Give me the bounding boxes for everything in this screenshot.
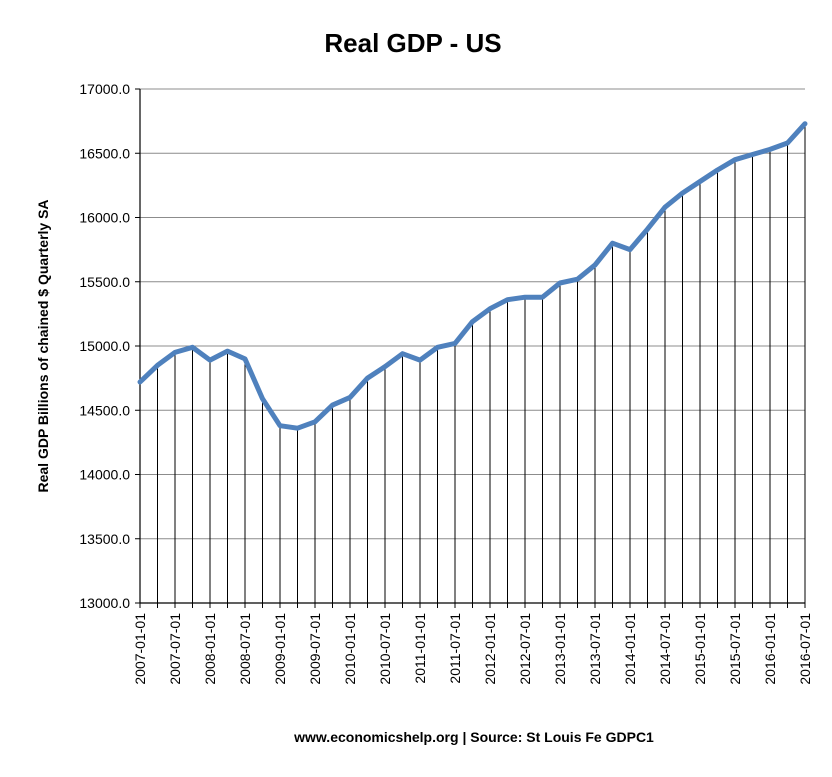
data-point: [278, 423, 282, 428]
x-axis-ticks: 2007-01-01 2007-07-01 2008-01-01 2008-07-01…: [132, 603, 813, 685]
x-tick-label: 2015-07-01: [727, 613, 743, 685]
data-point: [645, 227, 650, 232]
x-tick-label: 2009-01-01: [272, 613, 288, 685]
y-tick-label: 17000.0: [79, 81, 130, 97]
y-tick-label: 14500.0: [79, 402, 130, 418]
data-point: [190, 345, 195, 350]
data-point: [593, 263, 597, 268]
x-tick-label: 2011-01-01: [412, 613, 428, 684]
data-point: [138, 379, 142, 384]
x-tick-label: 2012-07-01: [517, 613, 533, 685]
data-point: [208, 358, 212, 363]
data-point: [698, 179, 702, 184]
y-tick-label: 16500.0: [79, 145, 130, 161]
x-tick-label: 2007-07-01: [167, 613, 183, 685]
data-point: [383, 364, 387, 369]
data-point: [733, 157, 737, 162]
data-point: [768, 147, 772, 152]
data-point: [488, 306, 492, 311]
data-point: [540, 295, 545, 300]
x-tick-label: 2016-07-01: [797, 613, 813, 685]
x-tick-label: 2016-01-01: [762, 613, 778, 685]
data-point: [610, 241, 615, 246]
x-tick-label: 2009-07-01: [307, 613, 323, 685]
x-axis-label: www.economicshelp.org | Source: St Louis…: [293, 729, 654, 745]
data-point: [400, 351, 405, 356]
data-point: [330, 403, 335, 408]
x-tick-label: 2010-01-01: [342, 613, 358, 685]
data-point: [803, 121, 807, 126]
x-tick-label: 2014-07-01: [657, 613, 673, 685]
y-tick-label: 16000.0: [79, 210, 130, 226]
data-point: [663, 205, 667, 210]
data-point: [558, 281, 562, 286]
data-point: [225, 349, 230, 354]
y-axis-label: Real GDP Billions of chained $ Quarterly…: [35, 199, 51, 492]
data-point: [313, 419, 317, 424]
x-tick-label: 2011-07-01: [447, 613, 463, 684]
x-tick-label: 2013-07-01: [587, 613, 603, 685]
data-point: [260, 396, 265, 401]
data-point: [715, 167, 720, 172]
data-point: [680, 191, 685, 196]
data-point: [628, 247, 632, 252]
y-tick-label: 15000.0: [79, 338, 130, 354]
data-point: [243, 356, 247, 361]
data-point: [435, 345, 440, 350]
data-point: [785, 140, 790, 145]
data-point: [173, 350, 177, 355]
x-tick-label: 2007-01-01: [132, 613, 148, 685]
data-point: [523, 295, 527, 300]
data-point: [418, 358, 422, 363]
x-tick-label: 2008-01-01: [202, 613, 218, 685]
x-tick-label: 2010-07-01: [377, 613, 393, 685]
y-tick-label: 14000.0: [79, 467, 130, 483]
data-point: [365, 376, 370, 381]
data-point: [155, 363, 160, 368]
data-point: [348, 395, 352, 400]
data-point: [295, 426, 300, 431]
data-point: [505, 297, 510, 302]
x-tick-label: 2014-01-01: [622, 613, 638, 685]
x-tick-label: 2013-01-01: [552, 613, 568, 685]
data-point: [575, 277, 580, 282]
series: [137, 121, 808, 431]
x-tick-label: 2015-01-01: [692, 613, 708, 685]
y-tick-label: 13000.0: [79, 595, 130, 611]
x-tick-label: 2012-01-01: [482, 613, 498, 685]
data-point: [453, 341, 457, 346]
y-axis-ticks: 13000.0 13500.0 14000.0 14500.0 15000.0 15500…: [79, 81, 140, 611]
y-tick-label: 15500.0: [79, 274, 130, 290]
data-point: [750, 152, 755, 157]
y-tick-label: 13500.0: [79, 531, 130, 547]
data-point: [470, 319, 475, 324]
x-tick-label: 2008-07-01: [237, 613, 253, 685]
chart-title: Real GDP - US: [324, 28, 501, 58]
